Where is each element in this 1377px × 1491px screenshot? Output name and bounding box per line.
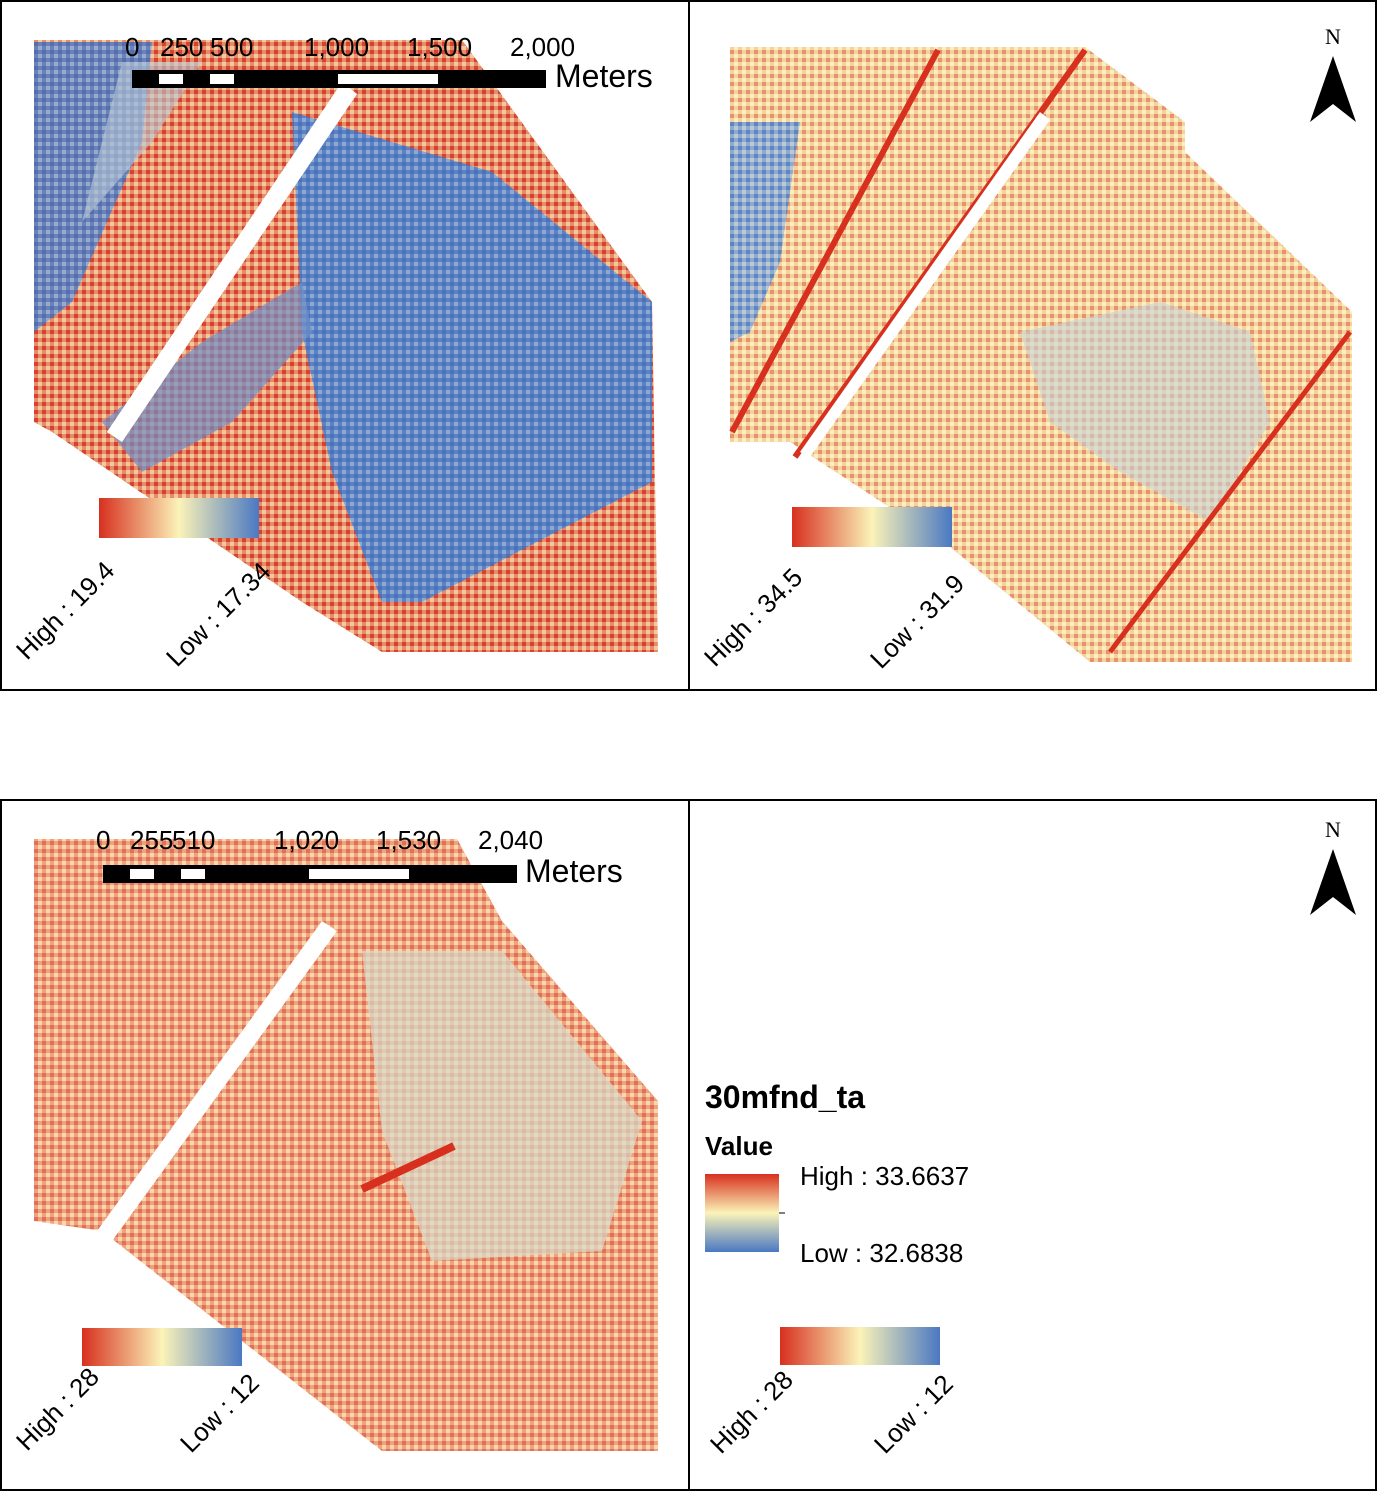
north-letter: N bbox=[1325, 817, 1341, 842]
heat-raster-map bbox=[34, 839, 658, 1451]
scale-bar-unit: Meters bbox=[525, 853, 623, 889]
map-panel-top-left: 0 250 500 1,000 1,500 2,000 Meters High … bbox=[0, 0, 690, 691]
scale-tick-label: 250 bbox=[160, 32, 204, 62]
scale-tick-label: 0 bbox=[125, 32, 140, 62]
scale-bar-labels: 0 250 500 1,000 1,500 2,000 bbox=[2, 32, 688, 62]
scale-tick-label: 2,040 bbox=[478, 825, 544, 855]
scale-bar-labels: 0 255 510 1,020 1,530 2,040 bbox=[2, 825, 688, 855]
north-arrow: N bbox=[1308, 817, 1358, 917]
map-panel-bottom-right: N 30mfnd_ta Value High : 33.6637 Low : 3… bbox=[688, 799, 1377, 1491]
value-high-label: High : 33.6637 bbox=[800, 1161, 970, 1191]
north-arrow: N bbox=[1308, 24, 1358, 124]
legend-color-ramp bbox=[780, 1327, 940, 1365]
scale-bar bbox=[103, 865, 517, 883]
north-letter: N bbox=[1325, 24, 1341, 49]
scale-bar bbox=[132, 70, 546, 88]
scale-tick-label: 1,020 bbox=[274, 825, 340, 855]
legend-low-label: Low : 12 bbox=[868, 1368, 959, 1460]
scale-tick-label: 1,500 bbox=[407, 32, 473, 62]
legend-title: 30mfnd_ta bbox=[705, 1079, 866, 1115]
scale-tick-label: 1,000 bbox=[304, 32, 370, 62]
scale-tick-label: 510 bbox=[172, 825, 216, 855]
scale-tick-label: 500 bbox=[210, 32, 254, 62]
scale-tick-label: 2,000 bbox=[510, 32, 576, 62]
map-panel-bottom-left: 0 255 510 1,020 1,530 2,040 Meters High … bbox=[0, 799, 690, 1491]
legend-high-label: High : 28 bbox=[704, 1364, 799, 1460]
value-low-label: Low : 32.6838 bbox=[800, 1238, 964, 1268]
legend-color-ramp bbox=[82, 1328, 242, 1366]
legend-color-ramp bbox=[792, 507, 952, 547]
north-arrow-icon bbox=[1310, 849, 1356, 915]
scale-bar-unit: Meters bbox=[555, 58, 653, 94]
north-arrow-icon bbox=[1310, 56, 1356, 122]
scale-tick-label: 0 bbox=[96, 825, 111, 855]
legend-color-ramp bbox=[99, 498, 259, 538]
map-panel-top-right: N High : 34.5 Low : 31.9 bbox=[688, 0, 1377, 691]
heat-raster-map bbox=[729, 47, 1352, 662]
scale-tick-label: 255 bbox=[130, 825, 174, 855]
value-legend-ramp bbox=[705, 1174, 785, 1252]
legend-subtitle: Value bbox=[705, 1131, 773, 1161]
scale-tick-label: 1,530 bbox=[376, 825, 442, 855]
